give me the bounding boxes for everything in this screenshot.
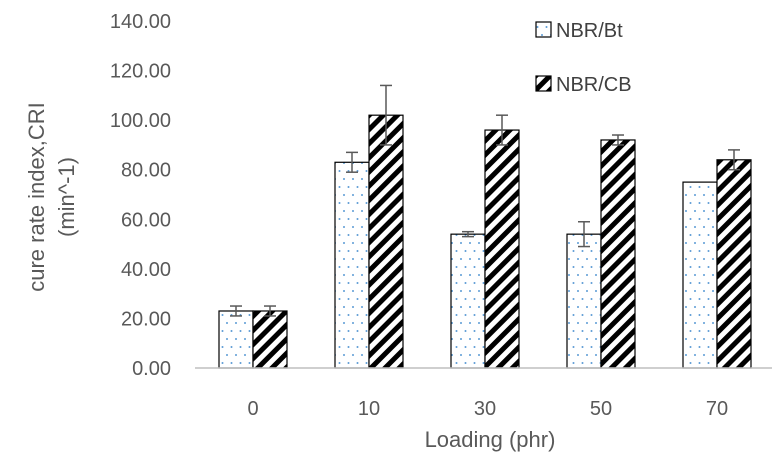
legend-item: NBR/Bt [535,20,623,42]
legend: NBR/Bt NBR/CB [535,20,632,96]
x-axis-title: Loading (phr) [425,427,556,452]
bar-nbr-cb-10 [368,114,404,369]
y-tick-label: 40.00 [121,259,171,281]
error-bar [230,305,242,317]
bar-nbr-bt-30 [450,233,486,369]
y-axis-ticks: 0.00 20.00 40.00 60.00 80.00 100.00 120.00 140.… [110,11,171,380]
y-tick-label: 0.00 [132,358,171,380]
bar-nbr-bt-0 [218,310,254,369]
error-bar [612,134,624,146]
x-axis-ticks: 0 10 30 50 70 [247,398,728,420]
bar-nbr-bt-70 [682,181,718,369]
x-tick-label: 30 [474,398,496,420]
bar-nbr-cb-70 [716,159,752,369]
x-tick-label: 50 [590,398,612,420]
legend-label: NBR/CB [556,74,632,96]
x-tick-label: 10 [358,398,380,420]
error-bar [496,114,508,146]
y-tick-label: 80.00 [121,160,171,182]
error-bar [264,305,276,317]
error-bar [462,230,474,238]
error-bar [380,84,392,146]
y-axis-title: cure rate index,CRI (min^-1) [24,102,79,292]
bar-nbr-cb-50 [600,139,636,369]
error-bar [728,149,740,171]
error-bars-group [230,84,740,317]
y-tick-label: 140.00 [110,11,171,33]
bar-nbr-cb-30 [484,129,520,369]
y-tick-label: 120.00 [110,61,171,83]
legend-item: NBR/CB [535,74,632,96]
error-bar [346,151,358,173]
legend-label: NBR/Bt [556,20,623,42]
bar-nbr-cb-0 [252,310,288,369]
bar-nbr-bt-10 [334,161,370,369]
y-tick-label: 100.00 [110,110,171,132]
error-bar [578,221,590,248]
y-axis-title-line1: cure rate index,CRI [24,102,49,292]
y-tick-label: 60.00 [121,209,171,231]
legend-swatch [535,75,552,92]
y-axis-title-line2: (min^-1) [54,157,79,237]
x-tick-label: 70 [706,398,728,420]
x-tick-label: 0 [247,398,258,420]
legend-swatch [535,21,552,38]
y-tick-label: 20.00 [121,308,171,330]
bar-nbr-bt-50 [566,233,602,369]
bars-group [218,114,752,369]
